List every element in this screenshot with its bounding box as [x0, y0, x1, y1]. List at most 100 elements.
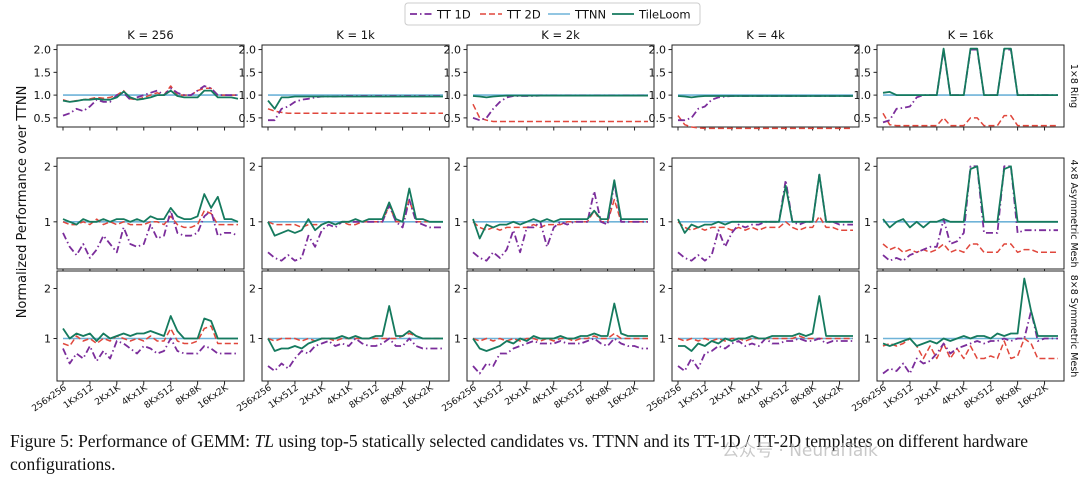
- panel-r2-c1: 12: [44, 157, 245, 273]
- y-tick-label: 1.0: [239, 89, 257, 102]
- x-tick-label: 256x256: [235, 383, 273, 414]
- x-tick-label: 256x256: [440, 383, 478, 414]
- y-tick-label: 2: [864, 160, 871, 173]
- x-tick-label: 2Kx1K: [708, 383, 738, 408]
- x-tick-label: 256x256: [30, 383, 68, 414]
- series-line-tt-1d: [882, 310, 1058, 375]
- x-tick-label: 1Kx512: [472, 383, 506, 411]
- x-tick-label: 8Kx512: [758, 383, 792, 411]
- caption-text-a: Performance of GEMM:: [78, 431, 251, 451]
- y-tick-label: 1.5: [239, 66, 257, 79]
- y-tick-label: 2.0: [239, 44, 257, 57]
- y-tick-label: 0.5: [649, 112, 667, 125]
- panel-r2-c3: 12: [454, 157, 655, 273]
- x-tick-label: 1Kx512: [677, 383, 711, 411]
- series-line-tt-1d: [267, 198, 443, 262]
- y-tick-label: 1.0: [854, 89, 872, 102]
- legend-label-tt-2d: TT 2D: [506, 8, 541, 22]
- column-title: K = 16k: [948, 28, 994, 42]
- column-title: K = 4k: [746, 28, 785, 42]
- y-tick-label: 1: [454, 333, 461, 346]
- panel-r3-c3: 12256x2561Kx5122Kx1K4Kx1K8Kx5128Kx8K16Kx…: [440, 270, 655, 414]
- y-tick-label: 0.5: [239, 112, 257, 125]
- y-tick-label: 1.0: [444, 89, 462, 102]
- panel-r2-c5: 4×8 Asymmetric Mesh 1 2: [864, 157, 1079, 273]
- series-line-tt-1d: [882, 165, 1058, 262]
- panel-r1-c1: K = 256 0.5 1.0 1.5 2.0: [34, 28, 245, 131]
- panel-frame: [261, 44, 450, 128]
- x-tick-label: 1Kx512: [267, 383, 301, 411]
- y-tick-label: 2: [864, 283, 871, 296]
- series-line-tt-2d: [677, 215, 853, 231]
- y-tick-label: 1.5: [34, 66, 52, 79]
- panel-r1-c2: K = 1k 0.5 1.0 1.5 2.0: [239, 28, 450, 131]
- column-title: K = 256: [127, 28, 173, 42]
- series-line-tt-2d: [882, 243, 1058, 254]
- panel-frame: [56, 270, 245, 382]
- series-line-tt-2d: [677, 115, 853, 130]
- y-tick-label: 2: [454, 160, 461, 173]
- x-tick-label: 8Kx512: [963, 383, 997, 411]
- series-line-tt-2d: [882, 337, 1058, 360]
- column-title: K = 1k: [336, 28, 375, 42]
- series-line-tt-2d: [62, 85, 238, 103]
- panel-r1-c5: K = 16k 1×8 Ring 0.5 1.0 1.5 2.0: [854, 28, 1079, 131]
- panel-frame: [671, 157, 860, 270]
- panel-frame: [671, 44, 860, 128]
- x-tick-label: 16Kx2K: [401, 383, 436, 411]
- series-line-tt-2d: [62, 209, 238, 229]
- series-line-tt-2d: [472, 103, 648, 123]
- legend-label-tileloom: TileLoom: [638, 8, 691, 22]
- y-tick-label: 2: [659, 283, 666, 296]
- series-line-tileloom: [472, 94, 648, 99]
- y-tick-label: 1: [864, 216, 871, 229]
- series-line-tileloom: [882, 47, 1058, 96]
- x-tick-label: 8Kx512: [348, 383, 382, 411]
- y-tick-label: 1.0: [34, 89, 52, 102]
- y-tick-label: 1: [249, 216, 256, 229]
- y-tick-label: 2: [44, 160, 51, 173]
- y-tick-label: 2: [249, 160, 256, 173]
- series-line-tileloom: [62, 193, 239, 226]
- panel-r1-c4: K = 4k 0.5 1.0 1.5 2.0: [649, 28, 860, 131]
- series-line-tt-1d: [267, 337, 443, 372]
- figure: TT 1D TT 2D TTNN TileLoom Normalized Perfor…: [15, 2, 1079, 414]
- panel-r3-c5: 8×8 Symmetric Mesh12256x2561Kx5122Kx1K4K…: [850, 270, 1079, 414]
- y-tick-label: 2: [249, 283, 256, 296]
- series-line-tt-1d: [678, 95, 853, 122]
- y-tick-label: 2: [454, 283, 461, 296]
- panel-frame: [466, 44, 655, 128]
- figure-caption: Figure 5: Performance of GEMM: TL using …: [10, 430, 1075, 476]
- y-tick-label: 1: [659, 333, 666, 346]
- x-tick-label: 8Kx512: [143, 383, 177, 411]
- y-axis-label-text: Normalized Performance over TTNN: [15, 86, 30, 319]
- panel-frame: [876, 44, 1065, 128]
- row-label: 4×8 Asymmetric Mesh: [1068, 159, 1079, 267]
- y-tick-label: 1.0: [649, 89, 667, 102]
- panel-frame: [56, 44, 245, 128]
- panel-frame: [671, 270, 860, 382]
- panel-r3-c1: 12256x2561Kx5122Kx1K4Kx1K8Kx5128Kx8K16Kx…: [30, 270, 245, 414]
- row-label: 8×8 Symmetric Mesh: [1068, 275, 1079, 378]
- series-line-tt-1d: [62, 337, 238, 365]
- series-line-tileloom: [62, 315, 238, 342]
- series-line-tileloom: [267, 305, 443, 352]
- x-tick-label: 16Kx2K: [811, 383, 846, 411]
- y-tick-label: 1: [44, 333, 51, 346]
- y-tick-label: 2.0: [444, 44, 462, 57]
- y-tick-label: 2.0: [34, 44, 52, 57]
- series-line-tileloom: [472, 179, 648, 240]
- x-tick-label: 2Kx1K: [503, 383, 533, 408]
- series-line-tileloom: [678, 295, 853, 352]
- y-tick-label: 2: [659, 160, 666, 173]
- y-tick-label: 1: [249, 333, 256, 346]
- series-line-tt-2d: [62, 325, 238, 347]
- series-line-tileloom: [677, 173, 853, 234]
- panel-r2-c2: 12: [249, 157, 450, 273]
- x-tick-label: 16Kx2K: [196, 383, 231, 411]
- y-tick-label: 2.0: [649, 44, 667, 57]
- y-tick-label: 1: [659, 216, 666, 229]
- x-tick-label: 256x256: [645, 383, 683, 414]
- y-tick-label: 0.5: [34, 112, 52, 125]
